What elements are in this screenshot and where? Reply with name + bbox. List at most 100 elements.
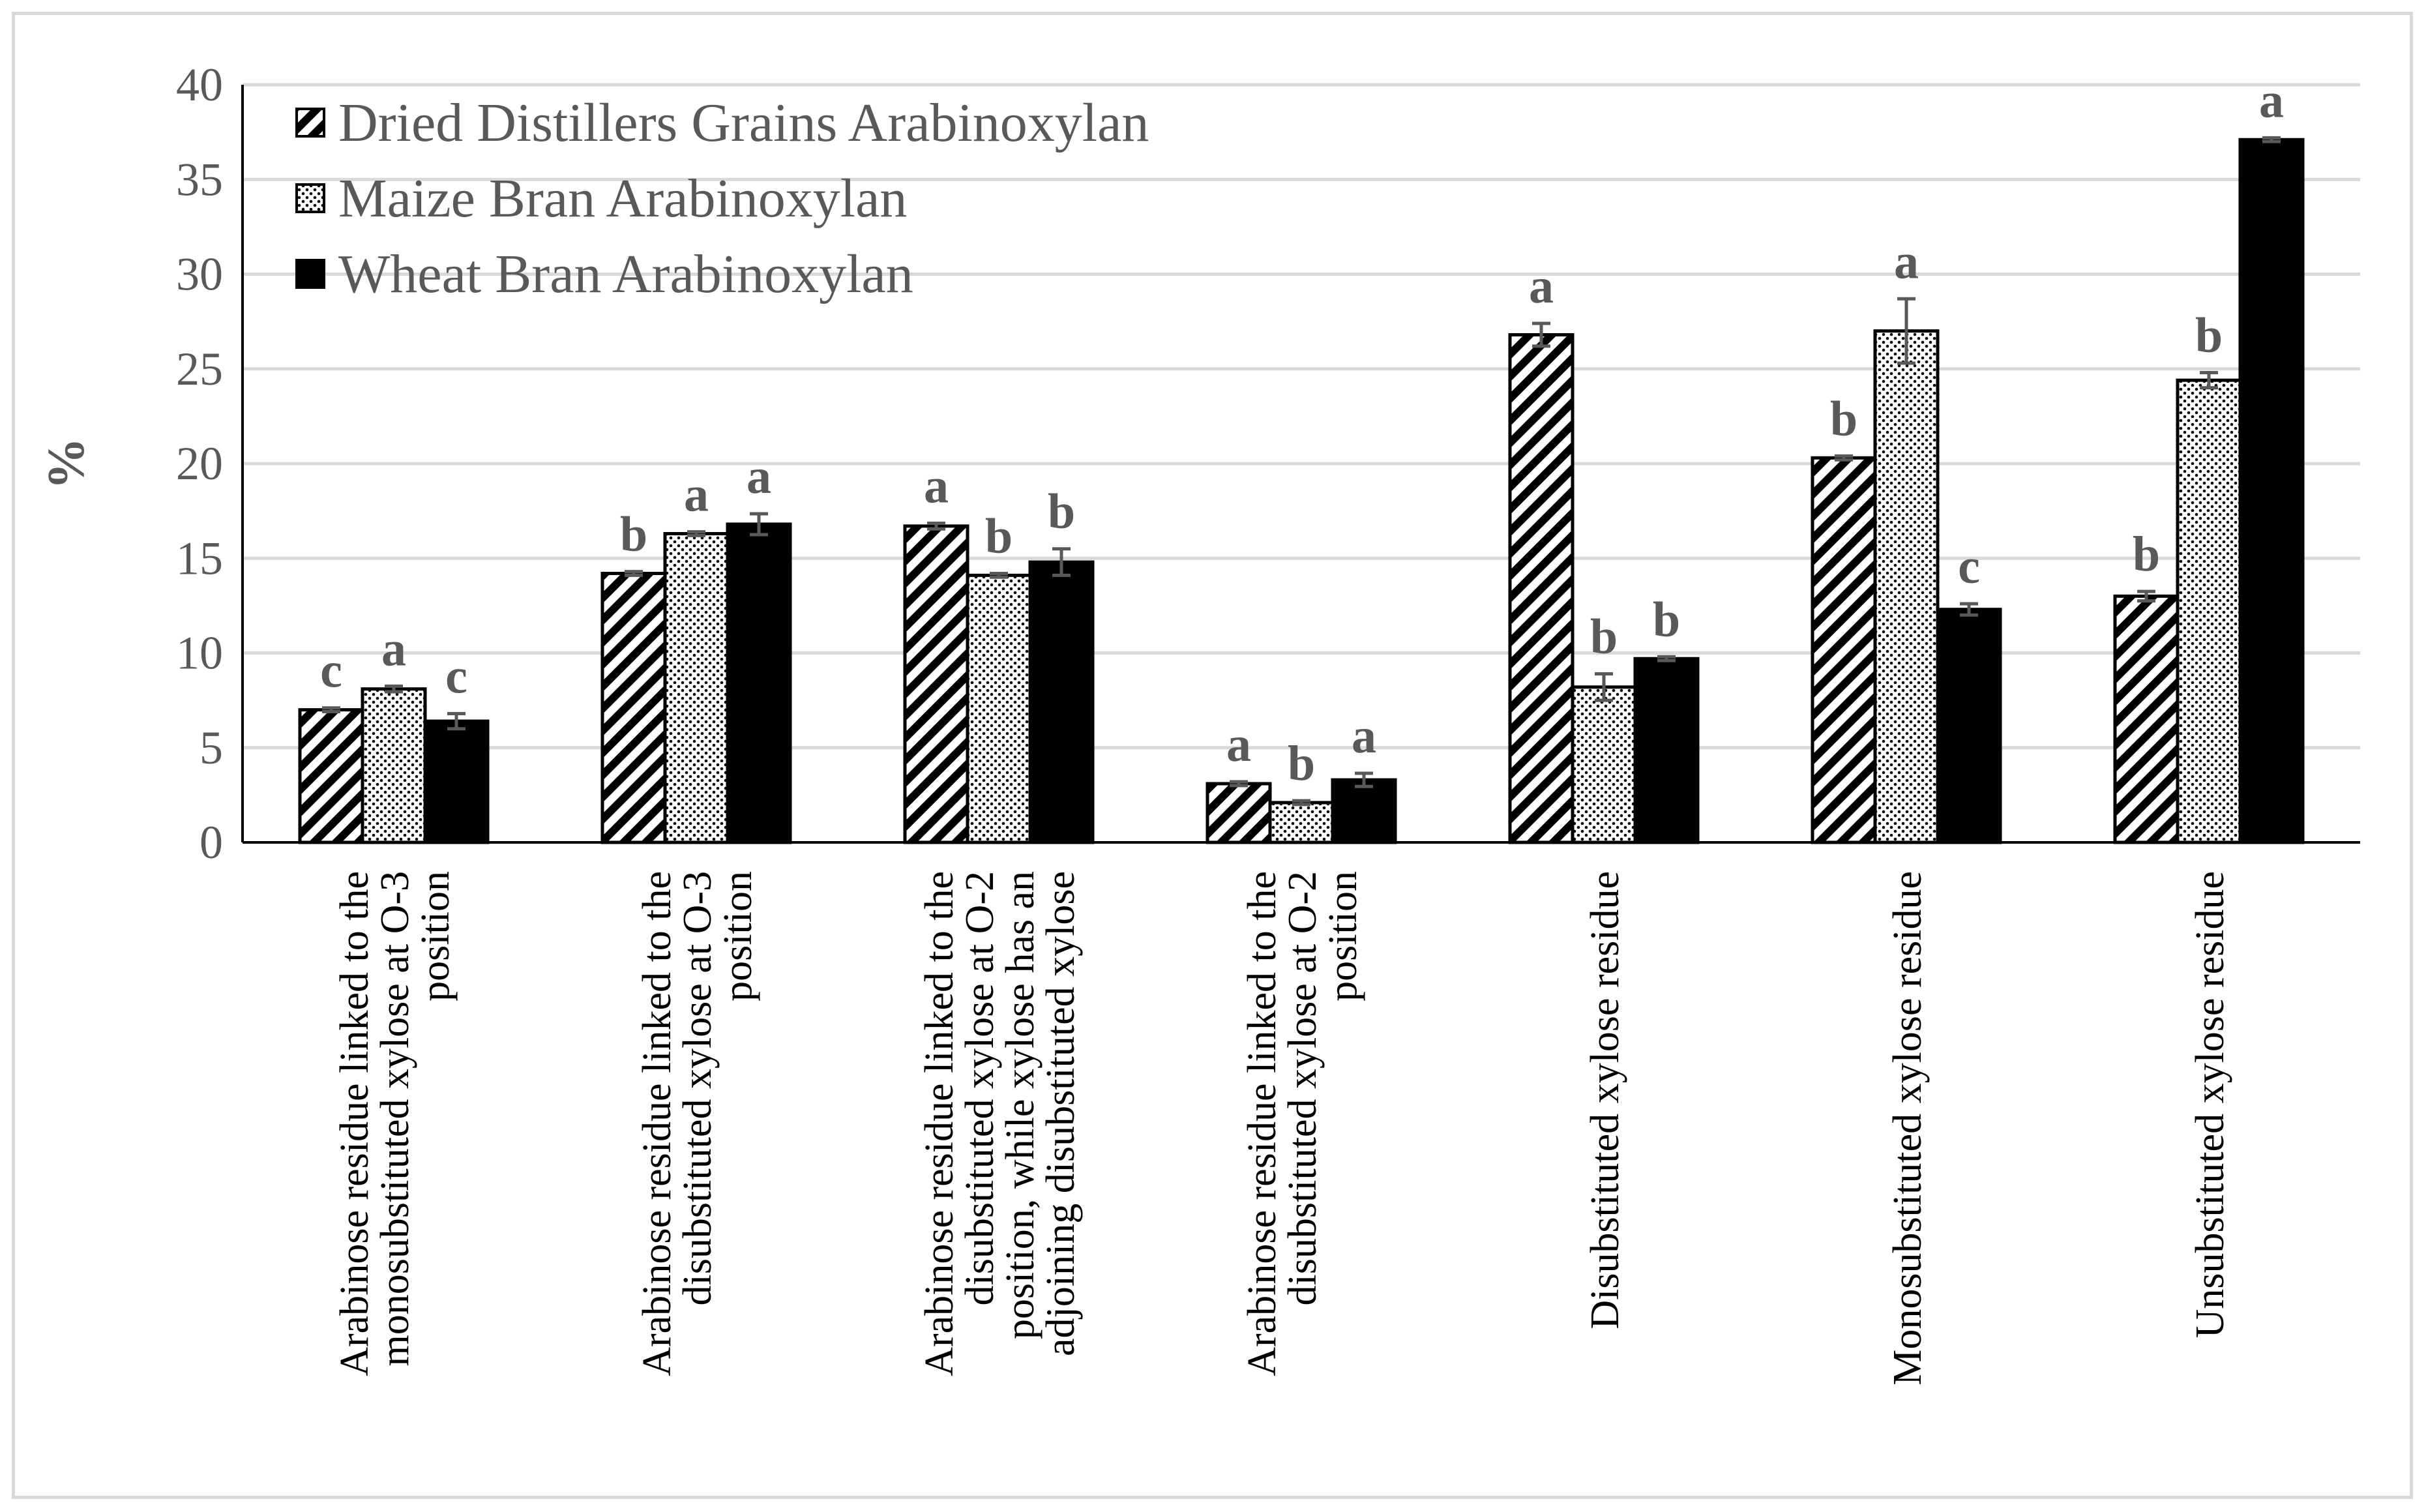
significance-letter: a: [747, 449, 771, 504]
bar-series2-cat5: [1936, 608, 2002, 844]
error-bar: [1532, 321, 1550, 348]
bar-series0-cat0: [298, 708, 364, 844]
y-tick-label: 35: [176, 153, 223, 205]
bar-series0-cat5: [1811, 456, 1877, 844]
legend-label: Wheat Bran Arabinoxylan: [338, 244, 913, 304]
legend-swatch: [295, 259, 325, 289]
category-label: Disubstituted xylose residue: [1583, 871, 1627, 1329]
y-axis-label: %: [38, 437, 95, 490]
significance-letter: b: [1288, 736, 1315, 791]
y-tick-label: 25: [176, 343, 223, 395]
significance-letter: c: [1958, 539, 1980, 594]
category-label: Monosubstituted xylose residue: [1886, 871, 1930, 1386]
legend-entry: Dried Distillers Grains Arabinoxylan: [295, 93, 1149, 153]
legend: Dried Distillers Grains Arabinoxylan Maiz…: [295, 93, 1149, 304]
category-label-line: disubstituted xylose at O-2: [1280, 871, 1325, 1305]
category-label: Arabinose residue linked to thedisubstit…: [1240, 871, 1365, 1376]
significance-letter: b: [1048, 484, 1075, 539]
category-label: Arabinose residue linked to thedisubstit…: [635, 871, 760, 1376]
category-label-line: Arabinose residue linked to the: [635, 871, 679, 1376]
y-tick-label: 10: [176, 627, 223, 679]
error-bar: [447, 711, 466, 731]
bar-series0-cat2: [903, 524, 969, 844]
error-bar: [625, 570, 643, 577]
error-bar: [1230, 780, 1248, 788]
significance-letter: a: [1529, 259, 1554, 314]
significance-letter: a: [381, 621, 406, 676]
significance-letter: a: [2259, 73, 2284, 128]
error-bar: [990, 571, 1008, 579]
error-bar: [687, 530, 705, 537]
bar-series1-cat4: [1571, 685, 1637, 844]
error-bar: [1835, 454, 1853, 462]
error-bar: [1052, 547, 1071, 577]
category-label: Arabinose residue linked to thedisubstit…: [917, 871, 1083, 1376]
category-label-line: disubstituted xylose at O-2: [958, 871, 1002, 1305]
y-tick-label: 15: [176, 532, 223, 584]
bar-series1-cat3: [1268, 801, 1335, 844]
error-bar: [2137, 589, 2155, 603]
bar-series2-cat2: [1028, 560, 1095, 844]
error-bar: [1960, 602, 1978, 617]
legend-swatch: [295, 183, 325, 213]
significance-letter: b: [1830, 391, 1857, 446]
category-label-line: monosubstituted xylose at O-3: [373, 871, 417, 1366]
significance-letter: a: [1226, 717, 1251, 772]
axes: [241, 85, 2360, 844]
error-bar: [1595, 672, 1613, 702]
bar-series2-cat3: [1331, 778, 1397, 844]
category-label-line: Unsubstituted xylose residue: [2188, 871, 2232, 1338]
category-label-line: position: [716, 871, 760, 1001]
category-label-line: position: [413, 871, 458, 1001]
bar-series0-cat6: [2113, 594, 2180, 844]
y-tick-label: 5: [200, 722, 223, 774]
category-label-line: Monosubstituted xylose residue: [1886, 871, 1930, 1386]
error-bar: [2262, 136, 2281, 143]
category-label: Unsubstituted xylose residue: [2188, 871, 2232, 1338]
bar-series1-cat0: [361, 687, 427, 844]
gridlines: [243, 83, 2360, 750]
significance-letter: b: [2195, 308, 2223, 363]
category-label-line: Arabinose residue linked to the: [333, 871, 377, 1376]
bar-series2-cat1: [726, 522, 792, 844]
bar-series1-cat6: [2176, 378, 2242, 844]
y-tick-label: 0: [200, 816, 223, 868]
y-tick-label: 40: [176, 59, 223, 111]
category-label-line: adjoining disubstituted xylose: [1039, 871, 1083, 1356]
bar-series2-cat0: [423, 719, 490, 844]
significance-letter: a: [1352, 709, 1376, 763]
category-label: Arabinose residue linked to themonosubst…: [333, 871, 458, 1376]
legend-entry: Wheat Bran Arabinoxylan: [295, 244, 913, 304]
error-bar: [1355, 771, 1373, 788]
significance-letter: b: [620, 507, 647, 562]
category-label-line: Arabinose residue linked to the: [1240, 871, 1284, 1376]
legend-swatch: [295, 108, 325, 138]
legend-label: Maize Bran Arabinoxylan: [338, 168, 907, 229]
bar-series1-cat5: [1873, 329, 1940, 844]
bar-series0-cat4: [1508, 333, 1575, 844]
significance-letter: a: [1894, 234, 1919, 289]
category-label-line: Arabinose residue linked to the: [917, 871, 962, 1376]
significance-letter: c: [445, 649, 467, 704]
bar-series1-cat1: [663, 531, 730, 844]
bar-series0-cat1: [600, 571, 667, 844]
category-label-line: position: [1321, 871, 1365, 1001]
y-tick-label: 20: [176, 437, 223, 490]
y-tick-label: 30: [176, 248, 223, 301]
significance-letter: a: [924, 459, 949, 514]
error-bar: [322, 706, 340, 714]
bar-series0-cat3: [1206, 782, 1272, 844]
error-bar: [1657, 655, 1676, 662]
significance-letter: b: [985, 509, 1013, 563]
bar-series1-cat2: [966, 573, 1032, 844]
error-bar: [385, 684, 403, 694]
bar-series2-cat6: [2238, 138, 2305, 844]
category-label-line: disubstituted xylose at O-3: [675, 871, 720, 1305]
significance-letter: b: [1590, 609, 1618, 664]
labels: 0510152025303540%cbaaabbaabbbabcababcaAr…: [38, 59, 2284, 1386]
significance-letter: a: [684, 467, 709, 522]
bar-series2-cat4: [1633, 657, 1700, 844]
error-bar: [2200, 371, 2218, 390]
significance-letter: c: [320, 644, 342, 698]
